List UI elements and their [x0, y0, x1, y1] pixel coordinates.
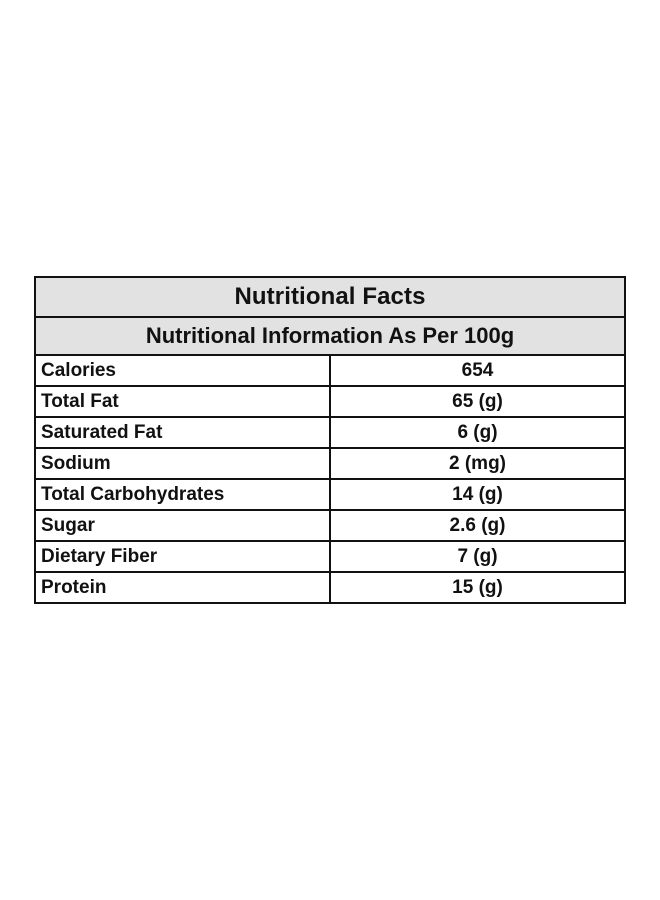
title-row: Nutritional Facts [34, 276, 626, 318]
nutrient-name: Total Fat [34, 385, 331, 418]
subtitle-row: Nutritional Information As Per 100g [34, 316, 626, 356]
table-row: Dietary Fiber 7 (g) [34, 540, 626, 573]
nutrient-value: 6 (g) [329, 416, 626, 449]
table-subtitle: Nutritional Information As Per 100g [34, 316, 626, 356]
nutrient-value: 7 (g) [329, 540, 626, 573]
nutrient-value: 2 (mg) [329, 447, 626, 480]
nutrient-name: Total Carbohydrates [34, 478, 331, 511]
table-row: Total Fat 65 (g) [34, 385, 626, 418]
table-row: Sodium 2 (mg) [34, 447, 626, 480]
table-row: Calories 654 [34, 354, 626, 387]
nutrient-value: 14 (g) [329, 478, 626, 511]
nutrient-name: Saturated Fat [34, 416, 331, 449]
nutrient-name: Sugar [34, 509, 331, 542]
nutrient-value: 654 [329, 354, 626, 387]
nutrient-name: Dietary Fiber [34, 540, 331, 573]
nutrition-facts-table: Nutritional Facts Nutritional Informatio… [34, 276, 626, 604]
nutrient-value: 15 (g) [329, 571, 626, 604]
nutrient-value: 2.6 (g) [329, 509, 626, 542]
table-row: Saturated Fat 6 (g) [34, 416, 626, 449]
nutrient-value: 65 (g) [329, 385, 626, 418]
nutrient-name: Sodium [34, 447, 331, 480]
nutrient-name: Calories [34, 354, 331, 387]
table-row: Total Carbohydrates 14 (g) [34, 478, 626, 511]
nutrient-name: Protein [34, 571, 331, 604]
table-row: Protein 15 (g) [34, 571, 626, 604]
table-row: Sugar 2.6 (g) [34, 509, 626, 542]
table-title: Nutritional Facts [34, 276, 626, 318]
